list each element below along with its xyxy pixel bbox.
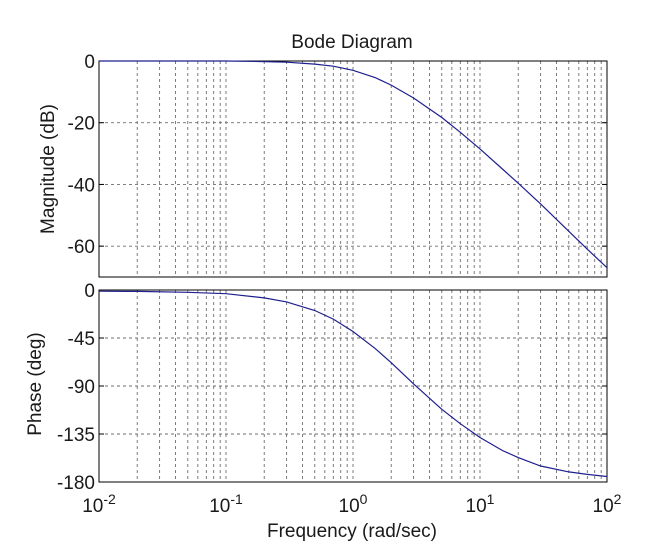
x-axis-label: Frequency (rad/sec) xyxy=(267,521,437,541)
y-tick-label: -180 xyxy=(57,473,95,494)
axes-frame xyxy=(98,60,608,278)
response-line xyxy=(99,60,608,269)
y-tick-label: -60 xyxy=(68,237,95,258)
y-tick-label: -20 xyxy=(68,114,95,135)
x-tick-label: 10-1 xyxy=(209,491,243,517)
x-tick-label: 102 xyxy=(593,491,622,517)
phase-axis-label: Phase (deg) xyxy=(25,332,46,436)
magnitude-panel: 0 -20 -40 -60 xyxy=(68,52,608,278)
magnitude-axis-label: Magnitude (dB) xyxy=(38,104,59,234)
y-tick-label: -40 xyxy=(68,175,95,196)
x-tick-label: 10-2 xyxy=(82,491,116,517)
chart-title: Bode Diagram xyxy=(291,32,412,53)
y-tick-label: 0 xyxy=(84,52,95,73)
response-line xyxy=(98,290,608,478)
y-tick-label: -45 xyxy=(68,329,95,350)
y-tick-label: 0 xyxy=(84,281,95,302)
x-tick-label: 101 xyxy=(466,491,495,517)
phase-panel: 0 -45 -90 -135 -180 xyxy=(57,281,608,494)
x-tick-labels: 10-2 10-1 100 101 102 xyxy=(82,491,621,517)
x-tick-label: 100 xyxy=(339,491,368,517)
y-tick-label: -90 xyxy=(68,377,95,398)
y-tick-label: -135 xyxy=(57,425,95,446)
